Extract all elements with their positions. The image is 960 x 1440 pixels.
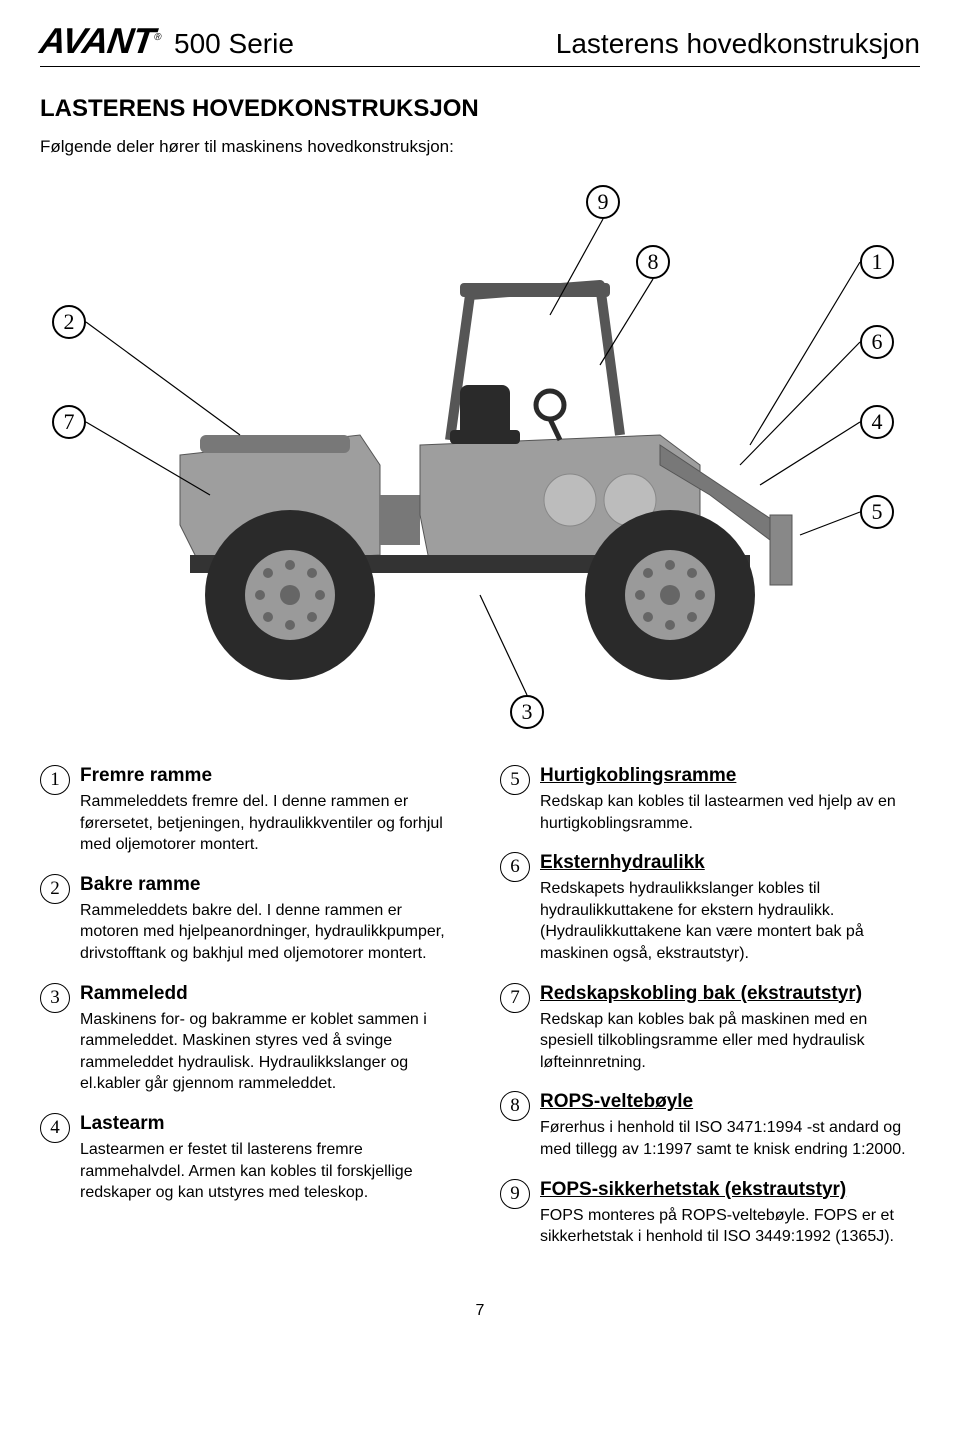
- item-title: Fremre ramme: [80, 765, 460, 787]
- item-body: Hurtigkoblingsramme Redskap kan kobles ti…: [540, 765, 920, 834]
- page-label: Lasterens hovedkonstruksjon: [556, 28, 920, 60]
- logo-trademark: ®: [153, 32, 161, 43]
- callout-1: 1: [860, 245, 894, 279]
- item-body: Bakre ramme Rammeleddets bakre del. I den…: [80, 874, 460, 965]
- item-title: Rammeledd: [80, 983, 460, 1005]
- page-header: AVANT® 500 Serie Lasterens hovedkonstruk…: [40, 20, 920, 67]
- item-body: Fremre ramme Rammeleddets fremre del. I d…: [80, 765, 460, 856]
- description-item-9: 9 FOPS-sikkerhetstak (ekstrautstyr) FOPS m…: [500, 1179, 920, 1248]
- item-number: 5: [500, 765, 530, 795]
- description-columns: 1 Fremre ramme Rammeleddets fremre del. I …: [40, 765, 920, 1266]
- page-number: 7: [40, 1302, 920, 1320]
- item-title: Lastearm: [80, 1113, 460, 1135]
- description-item-4: 4 Lastearm Lastearmen er festet til laster…: [40, 1113, 460, 1204]
- callout-5: 5: [860, 495, 894, 529]
- item-body: Rammeledd Maskinens for- og bakramme er k…: [80, 983, 460, 1095]
- item-number: 8: [500, 1091, 530, 1121]
- item-body: FOPS-sikkerhetstak (ekstrautstyr) FOPS mo…: [540, 1179, 920, 1248]
- vehicle-illustration: [140, 265, 820, 705]
- logo-text: AVANT: [37, 20, 156, 61]
- callout-7: 7: [52, 405, 86, 439]
- item-number: 7: [500, 983, 530, 1013]
- item-body: ROPS-veltebøyle Førerhus i henhold til IS…: [540, 1091, 920, 1160]
- callout-6: 6: [860, 325, 894, 359]
- description-item-6: 6 Eksternhydraulikk Redskapets hydraulikks…: [500, 852, 920, 964]
- item-description: Redskapets hydraulikkslanger kobles til …: [540, 878, 920, 964]
- section-title: LASTERENS HOVEDKONSTRUKSJON: [40, 95, 920, 123]
- item-number: 4: [40, 1113, 70, 1143]
- item-body: Redskapskobling bak (ekstrautstyr) Redska…: [540, 983, 920, 1074]
- item-number: 9: [500, 1179, 530, 1209]
- description-item-2: 2 Bakre ramme Rammeleddets bakre del. I de…: [40, 874, 460, 965]
- item-number: 1: [40, 765, 70, 795]
- vehicle-diagram: 2 7 98 1 6 4 5 3: [40, 175, 920, 735]
- left-column: 1 Fremre ramme Rammeleddets fremre del. I …: [40, 765, 460, 1266]
- item-body: Lastearm Lastearmen er festet til lastere…: [80, 1113, 460, 1204]
- item-description: Rammeleddets bakre del. I denne rammen e…: [80, 900, 460, 965]
- callout-9: 9: [586, 185, 620, 219]
- description-item-3: 3 Rammeledd Maskinens for- og bakramme er …: [40, 983, 460, 1095]
- item-number: 3: [40, 983, 70, 1013]
- item-description: Redskap kan kobles bak på maskinen med e…: [540, 1009, 920, 1074]
- item-number: 2: [40, 874, 70, 904]
- item-number: 6: [500, 852, 530, 882]
- callout-2: 2: [52, 305, 86, 339]
- callout-8: 8: [636, 245, 670, 279]
- item-title: Redskapskobling bak (ekstrautstyr): [540, 983, 920, 1005]
- item-description: Rammeleddets fremre del. I denne rammen …: [80, 791, 460, 856]
- item-description: Førerhus i henhold til ISO 3471:1994 -st…: [540, 1117, 920, 1160]
- item-title: Hurtigkoblingsramme: [540, 765, 920, 787]
- item-body: Eksternhydraulikk Redskapets hydraulikksl…: [540, 852, 920, 964]
- item-title: FOPS-sikkerhetstak (ekstrautstyr): [540, 1179, 920, 1201]
- description-item-5: 5 Hurtigkoblingsramme Redskap kan kobles t…: [500, 765, 920, 834]
- header-left: AVANT® 500 Serie: [40, 20, 294, 62]
- brand-logo: AVANT®: [37, 20, 163, 62]
- item-description: Redskap kan kobles til lastearmen ved hj…: [540, 791, 920, 834]
- callout-3: 3: [510, 695, 544, 729]
- item-title: Eksternhydraulikk: [540, 852, 920, 874]
- description-item-1: 1 Fremre ramme Rammeleddets fremre del. I …: [40, 765, 460, 856]
- item-description: FOPS monteres på ROPS-veltebøyle. FOPS e…: [540, 1205, 920, 1248]
- description-item-8: 8 ROPS-veltebøyle Førerhus i henhold til I…: [500, 1091, 920, 1160]
- item-title: Bakre ramme: [80, 874, 460, 896]
- intro-text: Følgende deler hører til maskinens hoved…: [40, 137, 920, 157]
- right-column: 5 Hurtigkoblingsramme Redskap kan kobles t…: [500, 765, 920, 1266]
- series-label: 500 Serie: [174, 28, 294, 60]
- callout-4: 4: [860, 405, 894, 439]
- description-item-7: 7Redskapskobling bak (ekstrautstyr)Redsk…: [500, 983, 920, 1074]
- item-description: Maskinens for- og bakramme er koblet sam…: [80, 1009, 460, 1095]
- item-title: ROPS-veltebøyle: [540, 1091, 920, 1113]
- item-description: Lastearmen er festet til lasterens fremr…: [80, 1139, 460, 1204]
